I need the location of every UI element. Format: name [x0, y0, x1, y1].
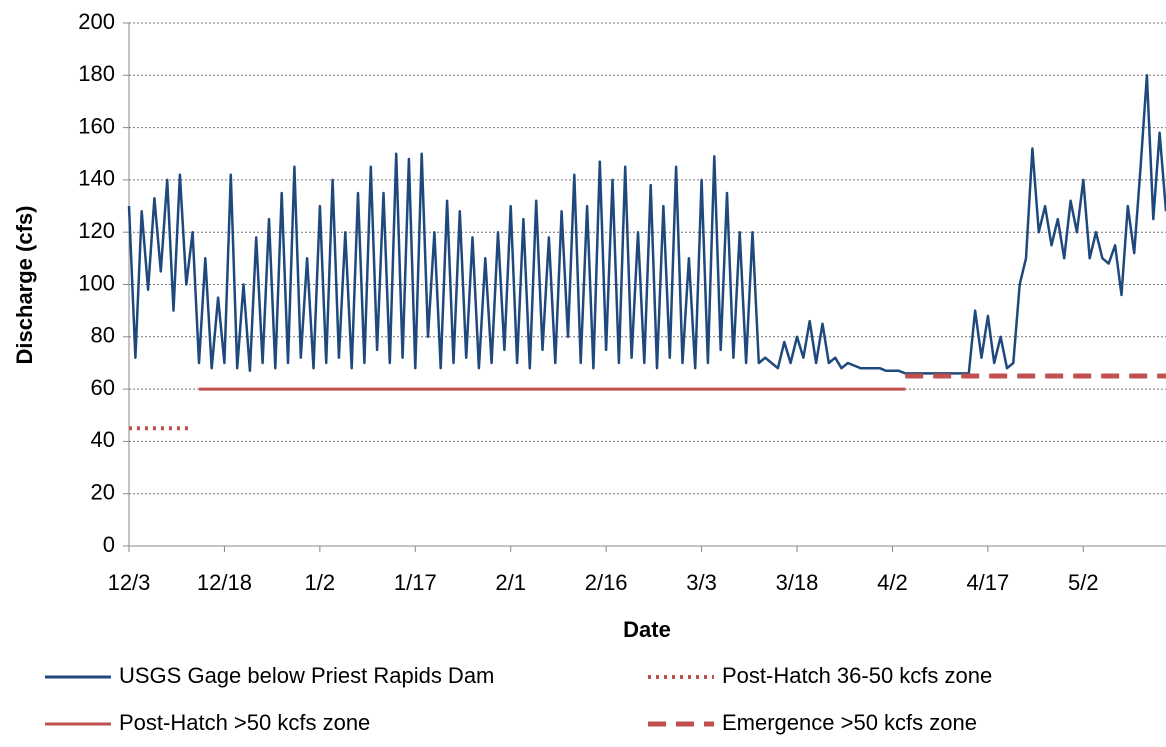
y-tick-label: 40	[91, 427, 115, 452]
x-tick-label: 1/2	[305, 570, 336, 595]
legend-label: Post-Hatch >50 kcfs zone	[119, 710, 370, 735]
x-tick-label: 1/17	[394, 570, 437, 595]
x-tick-label: 4/2	[877, 570, 908, 595]
y-tick-label: 60	[91, 375, 115, 400]
x-tick-label: 3/3	[686, 570, 717, 595]
y-tick-label: 140	[78, 166, 115, 191]
x-tick-label: 3/18	[776, 570, 819, 595]
y-axis-label: Discharge (cfs)	[12, 206, 37, 365]
y-tick-label: 100	[78, 270, 115, 295]
y-tick-label: 180	[78, 61, 115, 86]
y-tick-label: 200	[78, 9, 115, 34]
legend-label: Emergence >50 kcfs zone	[722, 710, 977, 735]
x-tick-label: 2/1	[495, 570, 526, 595]
x-axis-label: Date	[623, 617, 671, 642]
x-tick-label: 12/3	[108, 570, 151, 595]
legend-label: USGS Gage below Priest Rapids Dam	[119, 663, 494, 688]
x-tick-label: 4/17	[966, 570, 1009, 595]
y-tick-label: 80	[91, 323, 115, 348]
x-tick-label: 5/2	[1068, 570, 1099, 595]
y-tick-label: 20	[91, 480, 115, 505]
y-tick-label: 120	[78, 218, 115, 243]
legend-label: Post-Hatch 36-50 kcfs zone	[722, 663, 992, 688]
x-tick-label: 12/18	[197, 570, 252, 595]
y-tick-label: 160	[78, 113, 115, 138]
series-line	[127, 74, 1166, 375]
x-tick-label: 2/16	[585, 570, 628, 595]
y-tick-label: 0	[103, 532, 115, 557]
